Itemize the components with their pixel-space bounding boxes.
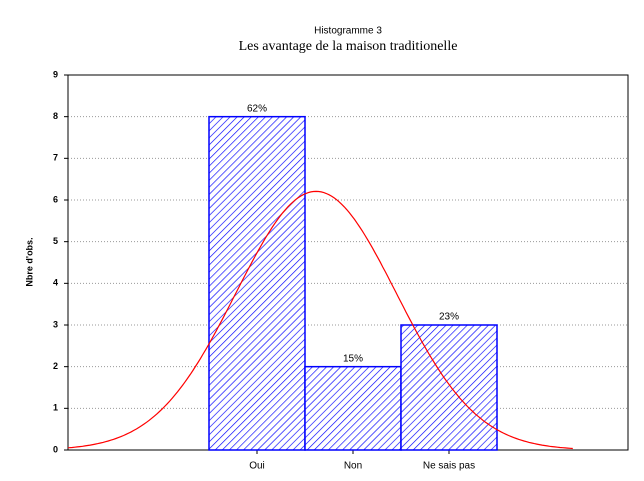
bar xyxy=(400,324,498,451)
x-tick-label: Ne sais pas xyxy=(423,461,475,472)
normal-curve xyxy=(68,190,573,450)
y-tick-label: 0 xyxy=(53,444,58,454)
bar xyxy=(304,365,402,451)
y-tick-label: 4 xyxy=(53,278,58,288)
y-axis-label: Nbre d'obs. xyxy=(24,237,34,286)
y-tick-label: 8 xyxy=(53,111,58,121)
chart-title: Histogramme 3 xyxy=(314,26,382,37)
y-tick-label: 7 xyxy=(53,153,58,163)
y-tick-label: 2 xyxy=(53,361,58,371)
y-tick-label: 9 xyxy=(53,69,58,79)
bar-label: 15% xyxy=(343,353,363,364)
y-tick-label: 3 xyxy=(53,319,58,329)
y-tick-label: 5 xyxy=(53,236,58,246)
x-tick-label: Non xyxy=(344,461,362,472)
chart-subtitle: Les avantage de la maison traditionelle xyxy=(239,39,458,54)
y-tick-label: 6 xyxy=(53,194,58,204)
bar-label: 23% xyxy=(439,312,459,323)
x-tick-label: Oui xyxy=(249,461,265,472)
y-tick-label: 1 xyxy=(53,403,58,413)
bar xyxy=(208,115,306,451)
bar-label: 62% xyxy=(247,103,267,114)
